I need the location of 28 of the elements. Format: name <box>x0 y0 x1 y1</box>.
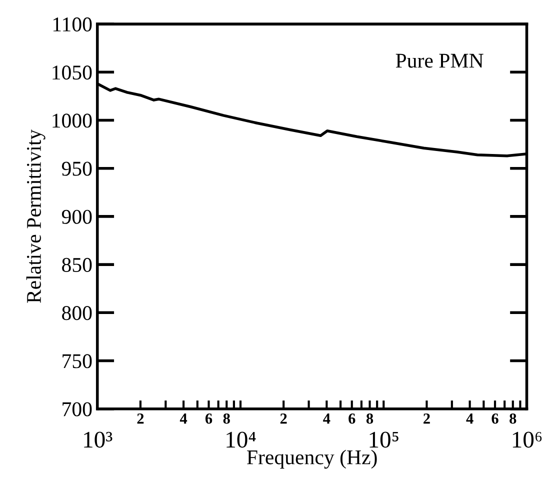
y-tick-label: 900 <box>62 210 92 224</box>
text: 8 <box>366 413 374 424</box>
y-tick-label: 1050 <box>52 66 92 80</box>
text: 4 <box>466 414 474 424</box>
y-tick-label: 700 <box>62 402 92 416</box>
y-tick-label: 850 <box>62 258 92 272</box>
x-tick-label: 10⁶ <box>512 432 542 448</box>
text: 8 <box>510 413 516 424</box>
text: 4 <box>180 414 188 424</box>
text: 2 <box>424 414 430 424</box>
text: 6 <box>205 414 212 424</box>
x-tick-label: 10³ <box>84 432 112 448</box>
annotation: Pure PMN <box>396 54 484 68</box>
y-tick-label: 1000 <box>52 114 92 128</box>
y-tick-label: 1100 <box>53 17 92 32</box>
x-axis-title: Frequency (Hz) <box>247 450 377 469</box>
y-axis-title: Relative Permittivity <box>26 129 46 303</box>
text: 2 <box>280 414 287 424</box>
text: 8 <box>223 413 230 424</box>
text: 6 <box>348 414 356 424</box>
text: 6 <box>492 414 498 424</box>
y-tick-label: 950 <box>62 162 92 176</box>
text: 2 <box>137 414 144 424</box>
y-tick-label: 750 <box>62 354 92 368</box>
x-tick-label: 10⁵ <box>370 432 398 448</box>
text: 4 <box>323 414 330 424</box>
x-tick-label: 10⁴ <box>226 432 256 448</box>
y-tick-label: 800 <box>62 306 92 320</box>
